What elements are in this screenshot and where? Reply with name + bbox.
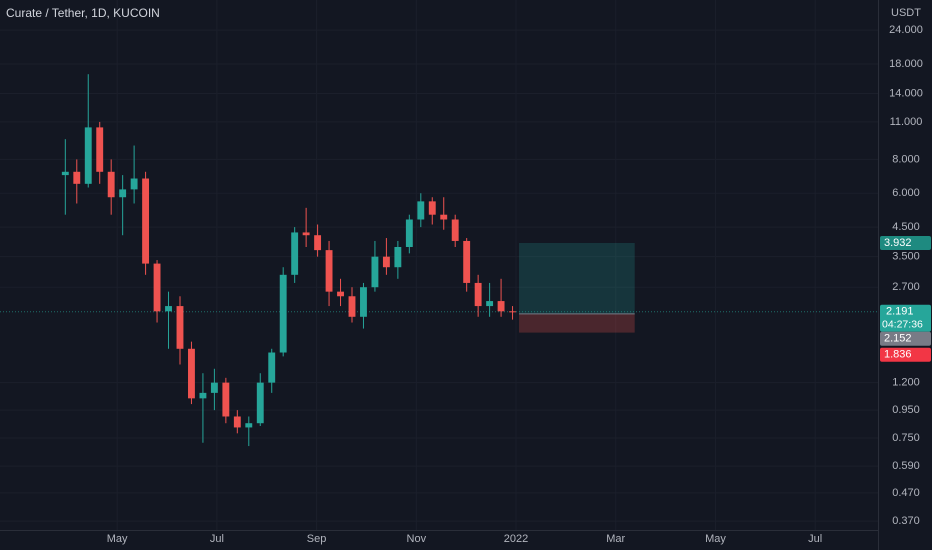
- y-tick-label: 2.700: [892, 281, 920, 293]
- candle-body: [199, 392, 207, 399]
- candle-body: [142, 178, 150, 264]
- x-tick-label: May: [705, 533, 726, 545]
- candle-body: [119, 189, 127, 198]
- candle-body: [428, 201, 436, 215]
- candle-body: [360, 287, 367, 317]
- y-tick-label: 6.000: [892, 187, 920, 199]
- y-tick-label: 11.000: [890, 116, 923, 128]
- candle-body: [509, 311, 516, 313]
- candle-body: [210, 382, 218, 393]
- candle-body: [188, 348, 195, 399]
- y-tick-label: 0.370: [892, 515, 920, 527]
- candle-body: [440, 214, 448, 220]
- y-tick-label: 24.000: [889, 24, 923, 36]
- candle-body: [451, 219, 459, 241]
- candle-body: [382, 256, 390, 268]
- y-tick-label: 0.950: [892, 404, 920, 416]
- candle-body: [61, 171, 69, 176]
- candle-body: [337, 291, 344, 297]
- x-tick-label: Jul: [210, 533, 224, 545]
- candle-body: [84, 127, 92, 184]
- profit-zone: [519, 242, 635, 314]
- candle-body: [314, 235, 322, 251]
- stop-label: 1.836: [884, 349, 912, 361]
- candle-body: [394, 246, 402, 268]
- chart-title: Curate / Tether, 1D, KUCOIN: [6, 6, 160, 20]
- candle-body: [96, 127, 104, 172]
- y-tick-label: 0.470: [892, 487, 920, 499]
- y-tick-label: 0.750: [892, 432, 920, 444]
- candle-body: [291, 232, 299, 275]
- x-tick-label: May: [107, 533, 128, 545]
- candle-body: [176, 306, 184, 349]
- candle-body: [165, 306, 172, 312]
- candle-body: [268, 352, 276, 383]
- entry-label-bg: [880, 331, 931, 346]
- candle-body: [256, 382, 264, 424]
- target-label-bg: [880, 235, 931, 250]
- candle-body: [486, 301, 494, 307]
- last-price-label: 2.191: [886, 306, 914, 318]
- last-price-label-bg: [880, 304, 931, 332]
- x-tick-label: Nov: [407, 533, 427, 545]
- loss-zone: [519, 313, 635, 333]
- y-tick-label: 1.200: [892, 377, 920, 389]
- candle-body: [279, 274, 287, 353]
- plot-area: [0, 74, 878, 447]
- stop-label-bg: [880, 347, 931, 362]
- candle-body: [405, 219, 413, 247]
- candle-body: [474, 282, 482, 307]
- countdown-label: 04:27:36: [882, 319, 923, 331]
- candle-body: [371, 256, 379, 288]
- y-tick-label: 8.000: [892, 153, 920, 165]
- candle-body: [233, 416, 241, 428]
- candle-body: [73, 171, 81, 184]
- entry-label: 2.152: [884, 333, 912, 345]
- candle-body: [107, 171, 115, 198]
- candle-body: [497, 301, 505, 312]
- y-tick-label: 14.000: [889, 87, 923, 99]
- axes: 24.000 18.000 14.000 11.000 8.000 6.000 4.500 3…: [107, 24, 931, 545]
- y-tick-label: 18.000: [889, 58, 923, 70]
- candle-body: [245, 423, 253, 428]
- y-tick-label: 4.500: [892, 221, 920, 233]
- x-tick-label: Sep: [307, 533, 327, 545]
- candle-body: [348, 296, 356, 317]
- candle-body: [130, 178, 138, 190]
- candle-body: [325, 250, 333, 292]
- candle-body: [463, 240, 471, 283]
- y-tick-label: 3.500: [892, 251, 920, 263]
- x-tick-label: Mar: [606, 533, 625, 545]
- candle-body: [302, 232, 310, 236]
- candle-body: [222, 382, 230, 417]
- target-label: 3.932: [884, 237, 912, 249]
- x-tick-label: Jul: [808, 533, 822, 545]
- candle-body: [417, 201, 425, 220]
- currency-label: USDT: [891, 7, 921, 19]
- candle-body: [153, 263, 161, 312]
- x-tick-label: 2022: [504, 533, 528, 545]
- y-tick-label: 0.590: [892, 460, 920, 472]
